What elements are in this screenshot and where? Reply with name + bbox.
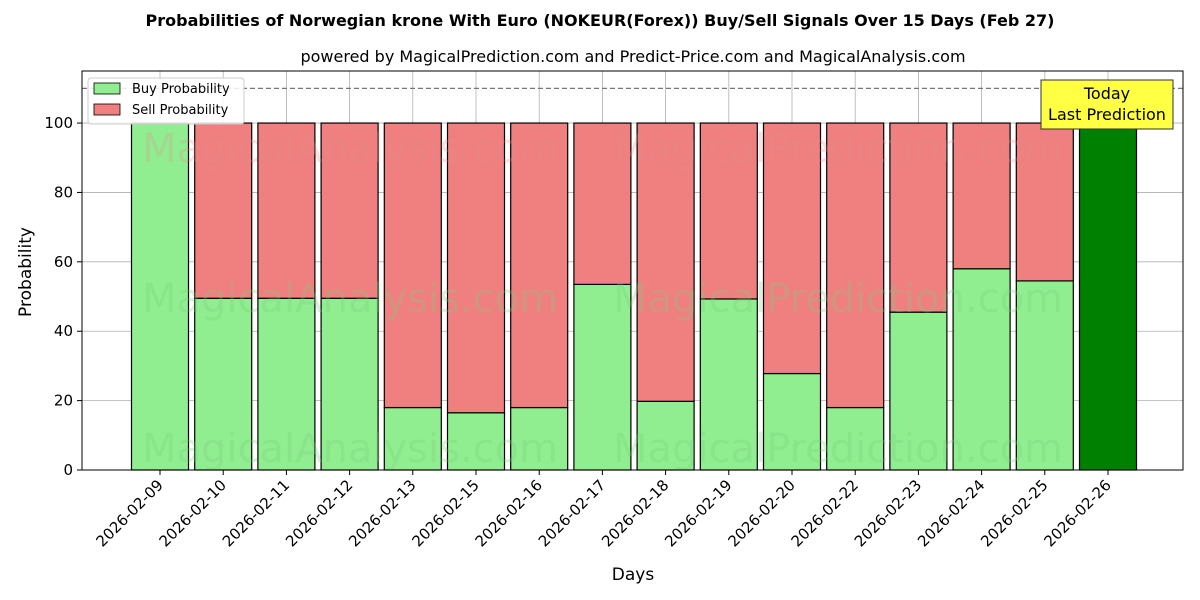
bar-sell-2026-02-20 (762, 122, 822, 375)
y-tick-label: 80 (54, 183, 73, 201)
watermark-analysis-top: MagicalAnalysis.com (142, 126, 558, 172)
watermark-prediction-mid: MagicalPrediction.com (613, 276, 1063, 322)
bar-buy-2026-02-22 (826, 406, 885, 471)
y-tick-label: 20 (54, 392, 73, 410)
y-tick-label: 100 (44, 114, 73, 132)
legend-buy-swatch (93, 82, 121, 95)
bar-buy-2026-02-16 (510, 406, 569, 471)
bar-sell-2026-02-19 (699, 122, 758, 300)
bar-sell-2026-02-15 (446, 122, 506, 414)
x-tick-label: 2026-02-09 (92, 476, 166, 550)
watermark-analysis-bottom: MagicalAnalysis.com (142, 426, 558, 472)
x-tick-label: 2026-02-11 (219, 476, 293, 550)
bar-buy-2026-02-17 (573, 283, 632, 471)
bar-buy-2026-02-25 (1015, 280, 1074, 471)
bar-buy-2026-02-20 (762, 372, 822, 471)
y-axis-ticks: 0 20 40 60 80 100 (44, 114, 82, 479)
bar-buy-2026-02-23 (889, 311, 948, 471)
bar-sell-2026-02-22 (826, 122, 885, 409)
x-tick-label: 2026-02-25 (977, 476, 1051, 550)
watermark-prediction-top: MagicalPrediction.com (613, 126, 1063, 172)
legend: Buy Probability Sell Probability (87, 77, 245, 125)
x-tick-label: 2026-02-17 (535, 476, 609, 550)
y-tick-label: 60 (54, 253, 73, 271)
x-axis-label: Days (612, 565, 655, 585)
x-axis-ticks: 2026-02-092026-02-102026-02-112026-02-12… (92, 470, 1115, 550)
legend-sell-label: Sell Probability (132, 103, 229, 118)
bar-sell-2026-02-10 (194, 122, 253, 299)
today-annotation-box (1040, 79, 1174, 130)
today-annotation-line2: Last Prediction (1048, 105, 1166, 124)
bar-buy-2026-02-26 (1078, 122, 1138, 471)
bar-sell-2026-02-12 (320, 122, 379, 299)
bar-sell-2026-02-16 (510, 122, 569, 409)
bar-sell-2026-02-11 (257, 122, 316, 299)
x-tick-label: 2026-02-22 (788, 476, 862, 550)
today-annotation-line1: Today (1083, 84, 1130, 103)
bar-buy-2026-02-24 (952, 268, 1011, 471)
x-tick-label: 2026-02-26 (1040, 476, 1114, 550)
legend-buy-label: Buy Probability (132, 82, 230, 97)
x-tick-label: 2026-02-15 (408, 476, 482, 550)
bar-sell-2026-02-24 (952, 122, 1011, 270)
bar-sell-2026-02-17 (573, 122, 632, 285)
bar-sell-2026-02-23 (889, 122, 948, 313)
x-tick-label: 2026-02-24 (914, 476, 988, 550)
today-annotation: Today Last Prediction (1040, 79, 1174, 130)
x-tick-label: 2026-02-18 (598, 476, 672, 550)
watermark-prediction-bottom: MagicalPrediction.com (613, 426, 1063, 472)
bar-buy-2026-02-12 (320, 297, 379, 471)
bar-sell-2026-02-18 (636, 122, 695, 402)
plot-frame (81, 70, 1184, 471)
x-tick-label: 2026-02-13 (345, 476, 419, 550)
chart-title: Probabilities of Norwegian krone With Eu… (146, 11, 1055, 30)
y-tick-label: 40 (54, 322, 73, 340)
y-tick-label: 0 (63, 461, 73, 479)
x-tick-label: 2026-02-12 (282, 476, 356, 550)
x-tick-label: 2026-02-23 (851, 476, 925, 550)
x-tick-label: 2026-02-16 (472, 476, 546, 550)
bar-buy-2026-02-19 (699, 298, 758, 471)
x-tick-label: 2026-02-20 (724, 476, 798, 550)
bar-sell-2026-02-13 (383, 122, 442, 409)
bar-buy-2026-02-18 (636, 400, 695, 471)
watermarks: MagicalAnalysis.com MagicalPrediction.co… (142, 126, 1063, 472)
legend-sell-swatch (93, 103, 121, 116)
x-tick-label: 2026-02-10 (156, 476, 230, 550)
chart-subtitle: powered by MagicalPrediction.com and Pre… (300, 47, 965, 66)
y-axis-label: Probability (16, 227, 36, 317)
watermark-analysis-mid: MagicalAnalysis.com (142, 276, 558, 322)
x-tick-label: 2026-02-19 (661, 476, 735, 550)
legend-box (87, 77, 245, 125)
bars (130, 122, 1138, 471)
